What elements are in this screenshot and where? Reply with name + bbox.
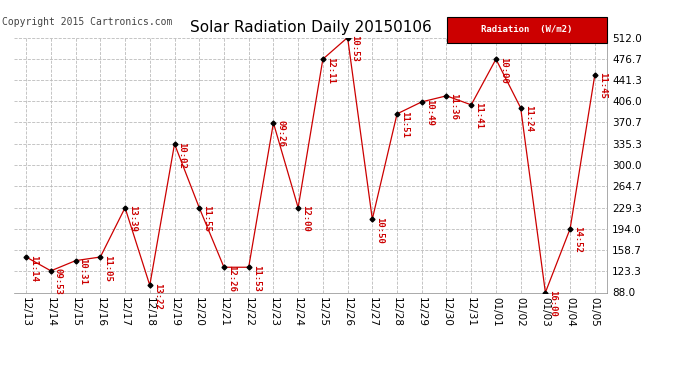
Text: 14:52: 14:52 — [573, 226, 582, 253]
Text: Radiation  (W/m2): Radiation (W/m2) — [482, 26, 573, 34]
Text: 16:00: 16:00 — [549, 290, 558, 317]
Text: Copyright 2015 Cartronics.com: Copyright 2015 Cartronics.com — [2, 17, 172, 27]
Text: 11:55: 11:55 — [202, 205, 211, 232]
Text: 12:00: 12:00 — [301, 205, 310, 232]
Text: 11:24: 11:24 — [524, 105, 533, 132]
Text: 12:26: 12:26 — [227, 265, 236, 292]
Text: 09:26: 09:26 — [277, 120, 286, 147]
Text: 11:41: 11:41 — [474, 102, 483, 129]
Text: 12:11: 12:11 — [326, 57, 335, 84]
Text: 11:51: 11:51 — [400, 111, 409, 138]
Text: 11:14: 11:14 — [29, 255, 38, 282]
Text: 13:22: 13:22 — [152, 283, 161, 310]
Text: 11:45: 11:45 — [598, 72, 607, 99]
Text: 11:36: 11:36 — [449, 93, 458, 120]
Text: 10:00: 10:00 — [499, 57, 508, 84]
FancyBboxPatch shape — [447, 17, 607, 43]
Text: 09:53: 09:53 — [54, 268, 63, 296]
Text: 10:50: 10:50 — [375, 217, 384, 244]
Text: 10:02: 10:02 — [177, 141, 186, 168]
Text: 11:05: 11:05 — [104, 255, 112, 282]
Text: 10:53: 10:53 — [351, 35, 359, 62]
Text: 10:49: 10:49 — [425, 99, 434, 126]
Text: 13:39: 13:39 — [128, 205, 137, 232]
Text: 11:53: 11:53 — [252, 265, 261, 292]
Title: Solar Radiation Daily 20150106: Solar Radiation Daily 20150106 — [190, 20, 431, 35]
Text: 10:31: 10:31 — [79, 258, 88, 285]
